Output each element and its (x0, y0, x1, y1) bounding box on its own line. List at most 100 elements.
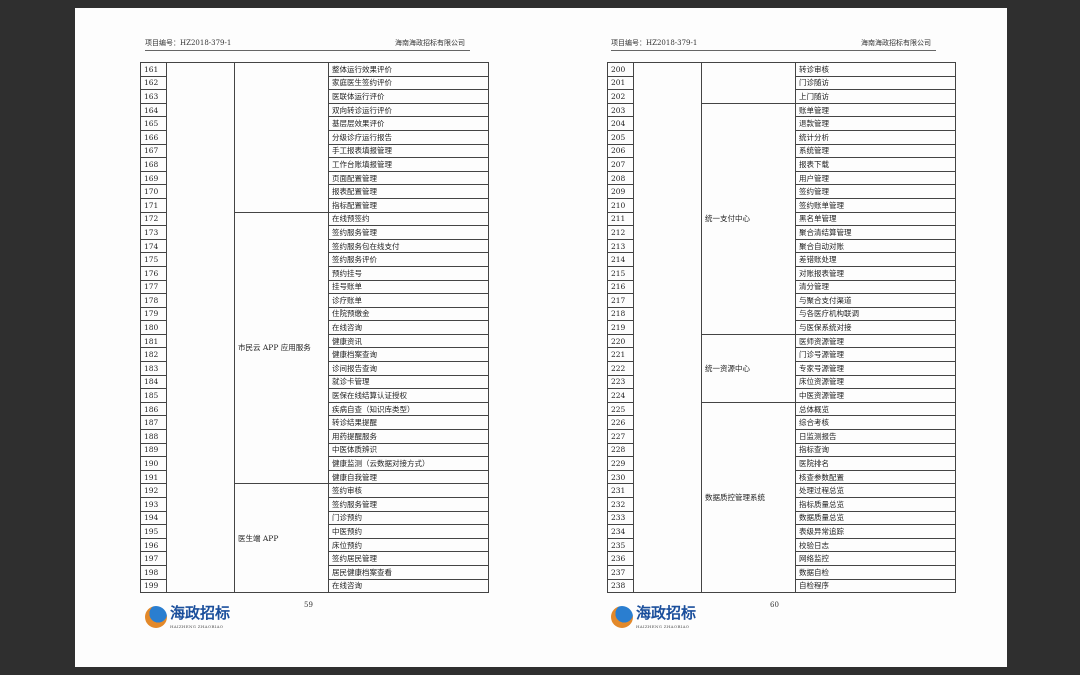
category-cell: 市民云 APP 应用服务 (234, 211, 329, 485)
company-name: 海南海政招标有限公司 (861, 39, 931, 47)
row-number: 200 (607, 62, 634, 77)
row-number: 193 (140, 497, 167, 512)
row-number: 197 (140, 551, 167, 566)
table-row: 209 签约管理 (607, 184, 956, 199)
logo: 海政招标 HAIZHENG ZHAOBIAO (145, 604, 230, 630)
function-item: 中医预约 (328, 524, 489, 539)
function-item: 数据自检 (795, 564, 956, 580)
function-item: 签约审核 (328, 483, 489, 498)
table-row: 204 退款管理 (607, 116, 956, 131)
row-number: 178 (140, 293, 167, 308)
row-number: 182 (140, 347, 167, 363)
function-item: 家庭医生签约评价 (328, 75, 489, 91)
row-number: 210 (607, 197, 634, 213)
module-cell (166, 61, 235, 594)
function-item: 用户管理 (795, 170, 956, 186)
row-number: 171 (140, 197, 167, 213)
row-number: 190 (140, 456, 167, 471)
row-number: 180 (140, 320, 167, 335)
category-cell: 数据质控管理系统 (701, 401, 796, 594)
function-item: 健康自我管理 (328, 469, 489, 485)
function-item: 工作台账填报管理 (328, 157, 489, 172)
row-number: 176 (140, 265, 167, 281)
table-row: 227 日监测报告 (607, 429, 956, 444)
row-number: 221 (607, 347, 634, 363)
function-item: 自检程序 (795, 578, 956, 594)
table-row: 184 就诊卡管理 (140, 374, 489, 390)
row-number: 227 (607, 429, 634, 444)
row-number: 208 (607, 170, 634, 186)
table-row: 199 在线咨询 (140, 578, 489, 594)
function-item: 签约居民管理 (328, 551, 489, 566)
function-item: 住院预缴金 (328, 306, 489, 322)
table-row: 166 分级诊疗运行报告 (140, 129, 489, 145)
row-number: 237 (607, 564, 634, 580)
logo-icon (611, 606, 633, 628)
row-number: 220 (607, 333, 634, 349)
row-number: 228 (607, 442, 634, 458)
table-row: 205 统计分析 (607, 129, 956, 145)
row-number: 205 (607, 129, 634, 145)
row-number: 168 (140, 157, 167, 172)
row-number: 199 (140, 578, 167, 594)
table-row: 225 数据质控管理系统 总体概览 (607, 401, 956, 594)
table-row: 181 健康资讯 (140, 333, 489, 349)
function-item: 综合考核 (795, 415, 956, 431)
logo-subtext: HAIZHENG ZHAOBIAO (636, 624, 690, 629)
logo-text: 海政招标 (170, 604, 231, 622)
row-number: 169 (140, 170, 167, 186)
row-number: 235 (607, 537, 634, 553)
function-item: 签约服务包在线支付 (328, 238, 489, 254)
row-number: 238 (607, 578, 634, 594)
function-item: 签约服务评价 (328, 252, 489, 267)
function-item: 与聚合支付渠道 (795, 293, 956, 308)
function-item: 用药提醒服务 (328, 429, 489, 444)
function-item: 校验日志 (795, 537, 956, 553)
function-item: 指标查询 (795, 442, 956, 458)
function-item: 在线预签约 (328, 211, 489, 227)
row-number: 214 (607, 252, 634, 267)
function-item: 门诊预约 (328, 510, 489, 526)
table-row: 172 市民云 APP 应用服务 在线预签约 (140, 211, 489, 485)
document-viewer: 项目编号：HZ2018-379-1 海南海政招标有限公司 161 整体运行效果评价… (75, 8, 1007, 667)
function-item: 转诊审核 (795, 62, 956, 77)
function-item: 医师资源管理 (795, 333, 956, 349)
project-number: 项目编号：HZ2018-379-1 (145, 39, 232, 47)
function-item: 门诊随访 (795, 75, 956, 91)
function-item: 手工报表填报管理 (328, 143, 489, 159)
function-item: 网络监控 (795, 551, 956, 566)
category-cell: 统一支付中心 (701, 102, 796, 335)
row-number: 234 (607, 524, 634, 539)
row-number: 201 (607, 75, 634, 91)
row-number: 231 (607, 483, 634, 498)
page-number: 60 (770, 601, 779, 609)
table-row: 169 页面配置管理 (140, 170, 489, 186)
table-row: 161 整体运行效果评价 (140, 61, 489, 594)
table-row: 200 转诊审核 (607, 61, 956, 594)
company-name: 海南海政招标有限公司 (395, 39, 465, 47)
table-row: 221 门诊号源管理 (607, 347, 956, 363)
row-number: 232 (607, 497, 634, 512)
function-item: 退款管理 (795, 116, 956, 131)
table-row: 189 中医体质辨识 (140, 442, 489, 458)
table-row: 234 表级异常追踪 (607, 524, 956, 539)
logo-text: 海政招标 (636, 604, 697, 622)
row-number: 192 (140, 483, 167, 498)
row-number: 196 (140, 537, 167, 553)
function-item: 黑名单管理 (795, 211, 956, 227)
row-number: 202 (607, 89, 634, 104)
row-number: 183 (140, 361, 167, 376)
page-number: 59 (304, 601, 313, 609)
function-item: 健康档案查询 (328, 347, 489, 363)
function-item: 与医保系统对接 (795, 320, 956, 335)
row-number: 213 (607, 238, 634, 254)
row-number: 165 (140, 116, 167, 131)
function-item: 健康监测（云数据对接方式） (328, 456, 489, 471)
function-table: 161 整体运行效果评价 162 家庭医生签约评价 163 医联体运行评价 164 双向转诊运… (140, 61, 489, 594)
function-item: 清分管理 (795, 279, 956, 295)
row-number: 216 (607, 279, 634, 295)
header-divider (145, 50, 470, 51)
row-number: 186 (140, 401, 167, 417)
function-item: 对账报表管理 (795, 265, 956, 281)
table-row: 238 自检程序 (607, 578, 956, 594)
